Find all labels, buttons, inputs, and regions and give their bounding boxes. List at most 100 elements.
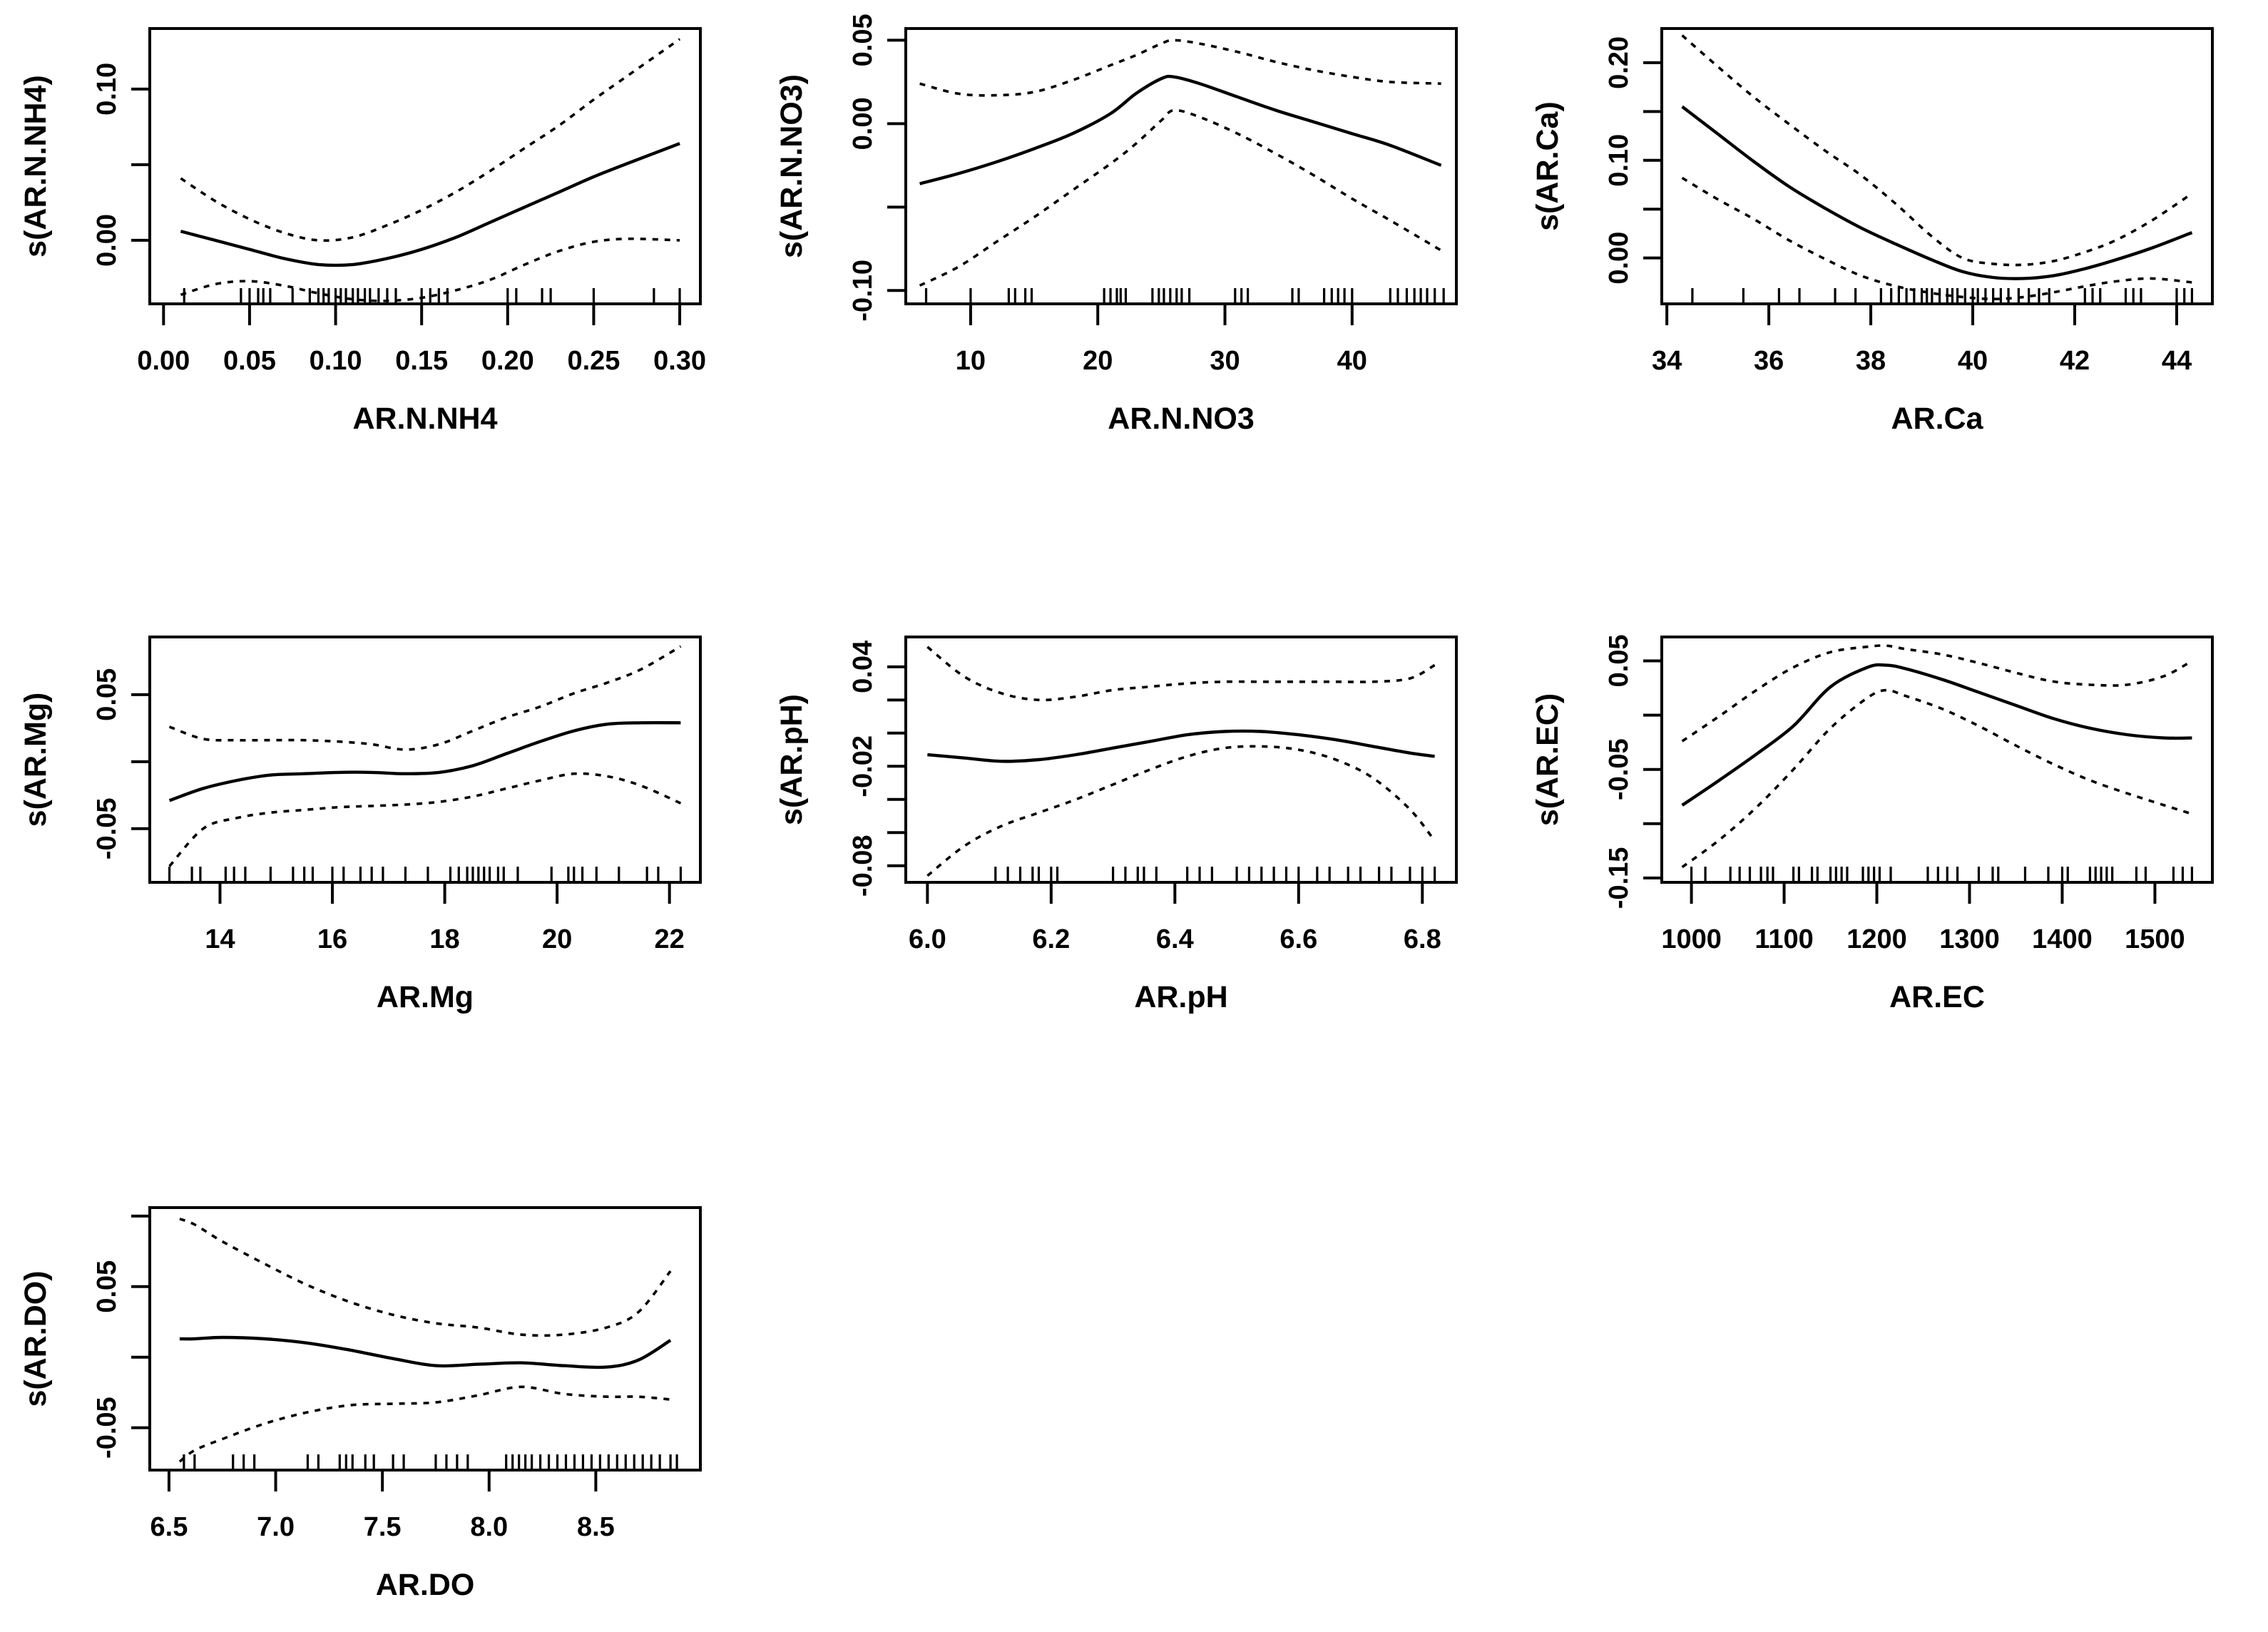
y-tick-label: -0.05 xyxy=(92,797,122,860)
plot-box xyxy=(1660,636,2214,884)
y-axis-ticks: -0.15 -0.05 0.05 xyxy=(1604,635,1662,909)
x-tick-label: 6.0 xyxy=(909,924,946,954)
x-tick-label: 1500 xyxy=(2125,924,2185,954)
x-tick-label: 0.25 xyxy=(567,346,620,376)
y-tick-label: -0.15 xyxy=(1604,847,1634,909)
x-axis-label: AR.pH xyxy=(1134,980,1227,1014)
upper-ci-line xyxy=(179,1218,672,1337)
y-tick-label: 0.10 xyxy=(92,63,122,116)
x-tick-label: 0.00 xyxy=(137,346,190,376)
y-axis-label: s(AR.Mg) xyxy=(19,693,53,827)
fit-line xyxy=(919,74,1442,185)
x-tick-label: 40 xyxy=(1337,346,1367,376)
y-tick-label: -0.05 xyxy=(92,1397,122,1459)
lower-ci-line xyxy=(919,108,1442,287)
x-axis-ticks: 6.0 6.2 6.4 6.6 6.8 xyxy=(909,882,1441,954)
fit-line xyxy=(180,142,680,267)
rug-marks xyxy=(168,867,683,881)
y-axis-ticks: 0.00 0.10 xyxy=(92,63,150,267)
x-axis-label: AR.N.NO3 xyxy=(1108,402,1254,436)
x-tick-label: 1100 xyxy=(1754,924,1813,954)
x-axis-ticks: 1000 1100 1200 1300 1400 1500 xyxy=(1661,882,2185,954)
y-tick-label: 0.05 xyxy=(92,1260,122,1313)
x-axis-ticks: 6.5 7.0 7.5 8.0 8.5 xyxy=(150,1470,615,1542)
x-tick-label: 44 xyxy=(2162,346,2192,376)
x-axis-ticks: 14 16 18 20 22 xyxy=(205,882,685,954)
fit-line xyxy=(1681,663,2192,807)
fit-line xyxy=(168,720,681,802)
x-axis-label: AR.N.NH4 xyxy=(352,402,497,436)
upper-ci-line xyxy=(1681,34,2193,267)
x-axis-label: AR.EC xyxy=(1889,980,1985,1014)
rug-marks xyxy=(183,1454,678,1469)
y-axis-ticks: -0.05 0.05 xyxy=(92,668,150,860)
x-tick-label: 8.0 xyxy=(470,1512,508,1542)
x-tick-label: 6.4 xyxy=(1156,924,1194,954)
x-tick-label: 20 xyxy=(542,924,572,954)
plot-box xyxy=(148,636,702,884)
y-tick-label: -0.02 xyxy=(848,735,878,797)
x-tick-label: 38 xyxy=(1856,346,1886,376)
rug-marks xyxy=(994,867,1436,881)
x-tick-label: 0.30 xyxy=(653,346,706,376)
x-tick-label: 6.5 xyxy=(150,1512,188,1542)
x-tick-label: 22 xyxy=(655,924,685,954)
lower-ci-line xyxy=(180,237,680,302)
plot-box xyxy=(148,1206,702,1472)
lower-ci-line xyxy=(178,1385,671,1463)
x-tick-label: 40 xyxy=(1958,346,1988,376)
x-tick-label: 8.5 xyxy=(577,1512,615,1542)
fit-line xyxy=(179,1335,672,1370)
y-axis-label: s(AR.EC) xyxy=(1531,693,1565,826)
x-tick-label: 1000 xyxy=(1661,924,1722,954)
rug-marks xyxy=(1691,288,2194,302)
x-tick-label: 6.6 xyxy=(1279,924,1317,954)
y-tick-label: -0.05 xyxy=(1604,738,1634,800)
y-axis-ticks: 0.00 0.10 0.20 xyxy=(1604,36,1662,285)
y-axis-label: s(AR.pH) xyxy=(775,694,809,825)
x-tick-label: 6.2 xyxy=(1032,924,1070,954)
upper-ci-line xyxy=(1681,644,2193,743)
y-tick-label: 0.05 xyxy=(92,668,122,721)
x-axis-label: AR.Mg xyxy=(377,980,474,1014)
x-tick-label: 18 xyxy=(429,924,459,954)
y-axis-label: s(AR.DO) xyxy=(19,1270,53,1407)
x-tick-label: 36 xyxy=(1754,346,1784,376)
x-tick-label: 14 xyxy=(205,924,235,954)
lower-ci-line xyxy=(1681,688,2192,869)
x-axis-ticks: 0.00 0.05 0.10 0.15 0.20 0.25 0.30 xyxy=(137,304,706,376)
rug-marks xyxy=(183,288,681,302)
y-tick-label: -0.08 xyxy=(848,835,878,897)
rug-marks xyxy=(1690,867,2194,881)
upper-ci-line xyxy=(919,39,1441,97)
x-tick-label: 1300 xyxy=(1939,924,2000,954)
x-tick-label: 0.15 xyxy=(395,346,448,376)
x-axis-ticks: 10 20 30 40 xyxy=(956,304,1367,376)
x-tick-label: 7.5 xyxy=(364,1512,402,1542)
panel-AR.Ca: 0.00 0.10 0.20 34 36 38 40 42 44 AR.Ca s(AR.Ca) xyxy=(1531,27,2214,436)
x-tick-label: 30 xyxy=(1210,346,1240,376)
x-tick-label: 20 xyxy=(1083,346,1113,376)
y-tick-label: 0.05 xyxy=(1604,635,1634,688)
x-tick-label: 0.05 xyxy=(223,346,276,376)
panel-AR.EC: -0.15 -0.05 0.05 1000 1100 1200 1300 1400 1500 AR… xyxy=(1531,635,2214,1014)
upper-ci-line xyxy=(168,645,682,751)
upper-ci-line xyxy=(926,646,1436,702)
x-tick-label: 1200 xyxy=(1846,924,1907,954)
x-tick-label: 6.8 xyxy=(1404,924,1441,954)
y-axis-ticks: -0.05 0.05 xyxy=(92,1214,150,1459)
lower-ci-line xyxy=(1681,176,2192,300)
x-tick-label: 42 xyxy=(2060,346,2090,376)
upper-ci-line xyxy=(180,38,681,242)
panel-AR.N.NH4: 0.00 0.10 0.00 0.05 0.10 0.15 0.20 0.25 0.30 AR.N… xyxy=(19,27,706,436)
y-tick-label: 0.00 xyxy=(1604,232,1634,285)
y-axis-label: s(AR.N.NO3) xyxy=(775,74,809,258)
lower-ci-line xyxy=(926,745,1436,877)
x-axis-label: AR.Ca xyxy=(1891,402,1983,436)
y-tick-label: 0.20 xyxy=(1604,36,1634,89)
plot-box xyxy=(148,27,702,305)
plot-box xyxy=(904,636,1458,884)
x-axis-label: AR.DO xyxy=(376,1568,475,1602)
rug-marks xyxy=(924,288,1445,302)
